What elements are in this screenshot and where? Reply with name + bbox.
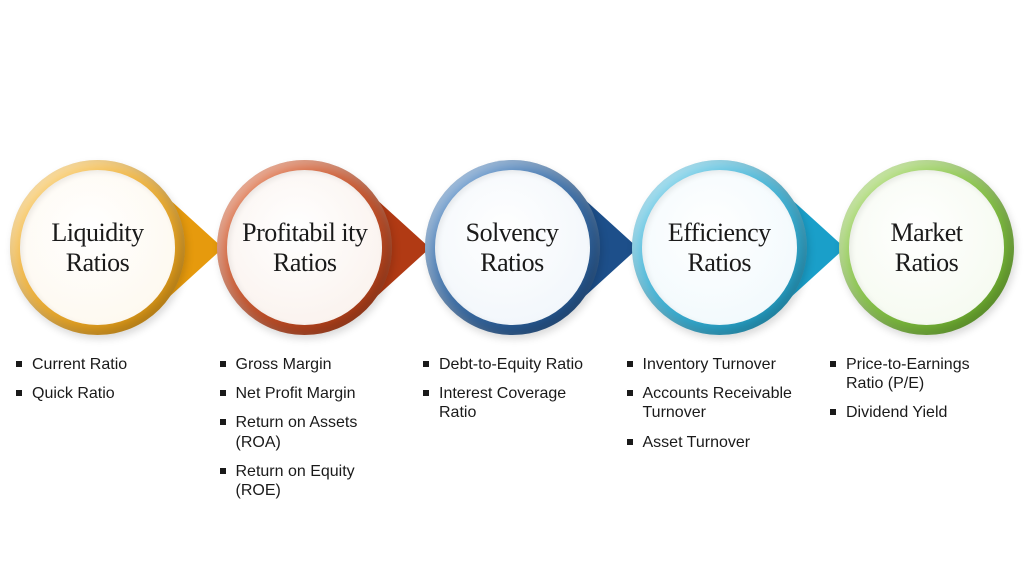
list-item: Dividend Yield <box>830 403 1008 422</box>
flow-node: Market Ratios <box>839 160 1014 335</box>
node-title: Efficiency Ratios <box>654 218 785 278</box>
list-item: Net Profit Margin <box>220 384 398 403</box>
node-core: Solvency Ratios <box>435 170 590 325</box>
list-item: Inventory Turnover <box>627 355 805 374</box>
list-item: Price-to-Earnings Ratio (P/E) <box>830 355 1008 393</box>
flow-nodes: Liquidity Ratios Profitabil ity Ratios Sol… <box>10 160 1014 360</box>
node-core: Efficiency Ratios <box>642 170 797 325</box>
list-item: Return on Assets (ROA) <box>220 413 398 451</box>
flow-node: Liquidity Ratios <box>10 160 185 335</box>
item-list: Gross Margin Net Profit Margin Return on A… <box>214 355 398 500</box>
list-item: Debt-to-Equity Ratio <box>423 355 601 374</box>
list-item: Quick Ratio <box>16 384 194 403</box>
flow-node: Profitabil ity Ratios <box>217 160 392 335</box>
list-item: Accounts Receivable Turnover <box>627 384 805 422</box>
node-title: Profitabil ity Ratios <box>239 218 370 278</box>
item-column: Price-to-Earnings Ratio (P/E) Dividend Yi… <box>824 355 1014 510</box>
list-item: Asset Turnover <box>627 433 805 452</box>
item-column: Debt-to-Equity Ratio Interest Coverage Ra… <box>417 355 607 510</box>
node-title: Market Ratios <box>861 218 992 278</box>
node-core: Profitabil ity Ratios <box>227 170 382 325</box>
list-item: Return on Equity (ROE) <box>220 462 398 500</box>
list-item: Current Ratio <box>16 355 194 374</box>
flow-node: Solvency Ratios <box>425 160 600 335</box>
item-column: Gross Margin Net Profit Margin Return on A… <box>214 355 404 510</box>
list-item: Gross Margin <box>220 355 398 374</box>
node-title: Liquidity Ratios <box>32 218 163 278</box>
node-title: Solvency Ratios <box>447 218 578 278</box>
item-list: Inventory Turnover Accounts Receivable Tu… <box>621 355 805 452</box>
item-list: Current Ratio Quick Ratio <box>10 355 194 403</box>
flow-node: Efficiency Ratios <box>632 160 807 335</box>
item-column: Current Ratio Quick Ratio <box>10 355 200 510</box>
list-item: Interest Coverage Ratio <box>423 384 601 422</box>
item-column: Inventory Turnover Accounts Receivable Tu… <box>621 355 811 510</box>
item-list: Price-to-Earnings Ratio (P/E) Dividend Yi… <box>824 355 1008 423</box>
node-core: Market Ratios <box>849 170 1004 325</box>
item-list: Debt-to-Equity Ratio Interest Coverage Ra… <box>417 355 601 423</box>
node-core: Liquidity Ratios <box>20 170 175 325</box>
flow-lists: Current Ratio Quick Ratio Gross Margin Net … <box>10 355 1014 510</box>
